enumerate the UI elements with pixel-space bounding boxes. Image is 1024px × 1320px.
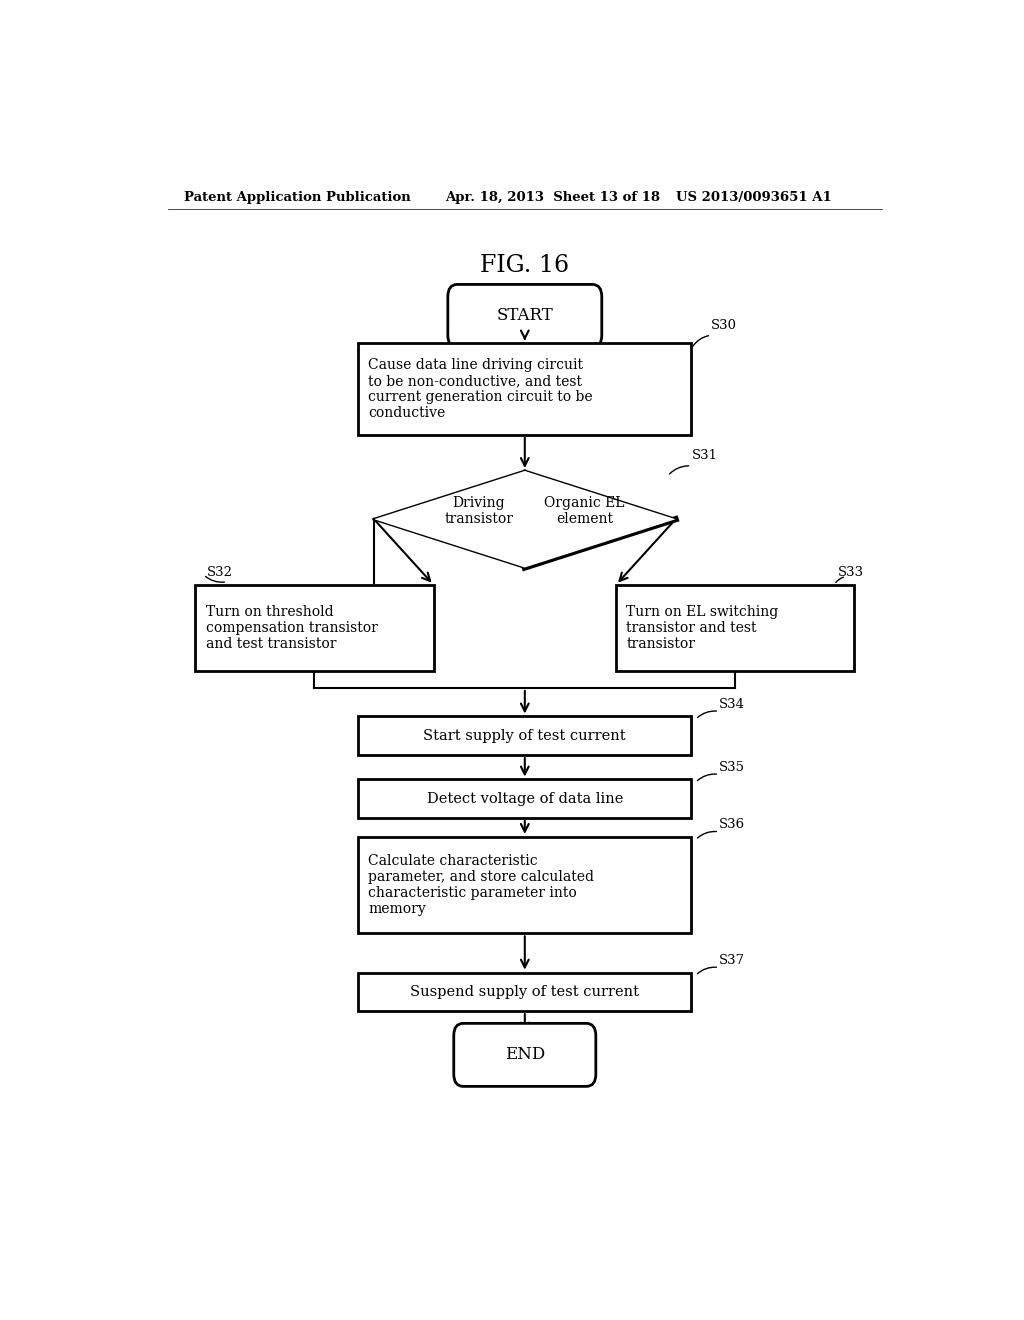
Text: Driving
transistor: Driving transistor xyxy=(444,496,513,527)
Text: S33: S33 xyxy=(839,566,864,579)
Text: S35: S35 xyxy=(719,760,745,774)
Bar xyxy=(358,837,691,933)
FancyBboxPatch shape xyxy=(447,284,602,347)
Text: Patent Application Publication: Patent Application Publication xyxy=(183,190,411,203)
Bar xyxy=(358,973,691,1011)
Text: Suspend supply of test current: Suspend supply of test current xyxy=(411,985,639,999)
Polygon shape xyxy=(374,471,676,568)
Text: Organic EL
element: Organic EL element xyxy=(544,496,625,527)
Text: FIG. 16: FIG. 16 xyxy=(480,253,569,277)
Text: S37: S37 xyxy=(719,954,745,966)
Bar xyxy=(616,585,854,671)
Text: S30: S30 xyxy=(712,318,737,331)
Text: S31: S31 xyxy=(691,449,718,462)
FancyBboxPatch shape xyxy=(454,1023,596,1086)
Text: S32: S32 xyxy=(207,566,233,579)
Text: Start supply of test current: Start supply of test current xyxy=(424,729,626,743)
Text: Turn on threshold
compensation transistor
and test transistor: Turn on threshold compensation transisto… xyxy=(206,605,378,651)
Text: Calculate characteristic
parameter, and store calculated
characteristic paramete: Calculate characteristic parameter, and … xyxy=(369,854,595,916)
Text: Cause data line driving circuit
to be non-conductive, and test
current generatio: Cause data line driving circuit to be no… xyxy=(369,358,593,421)
Bar xyxy=(358,717,691,755)
Bar xyxy=(358,779,691,818)
Text: Turn on EL switching
transistor and test
transistor: Turn on EL switching transistor and test… xyxy=(627,605,778,651)
Text: S36: S36 xyxy=(719,818,745,832)
Bar xyxy=(358,343,691,434)
Text: END: END xyxy=(505,1047,545,1064)
Text: S34: S34 xyxy=(719,698,745,710)
Text: Apr. 18, 2013  Sheet 13 of 18: Apr. 18, 2013 Sheet 13 of 18 xyxy=(445,190,660,203)
Text: US 2013/0093651 A1: US 2013/0093651 A1 xyxy=(676,190,831,203)
Text: START: START xyxy=(497,308,553,325)
Text: Detect voltage of data line: Detect voltage of data line xyxy=(427,792,623,805)
Bar xyxy=(196,585,433,671)
